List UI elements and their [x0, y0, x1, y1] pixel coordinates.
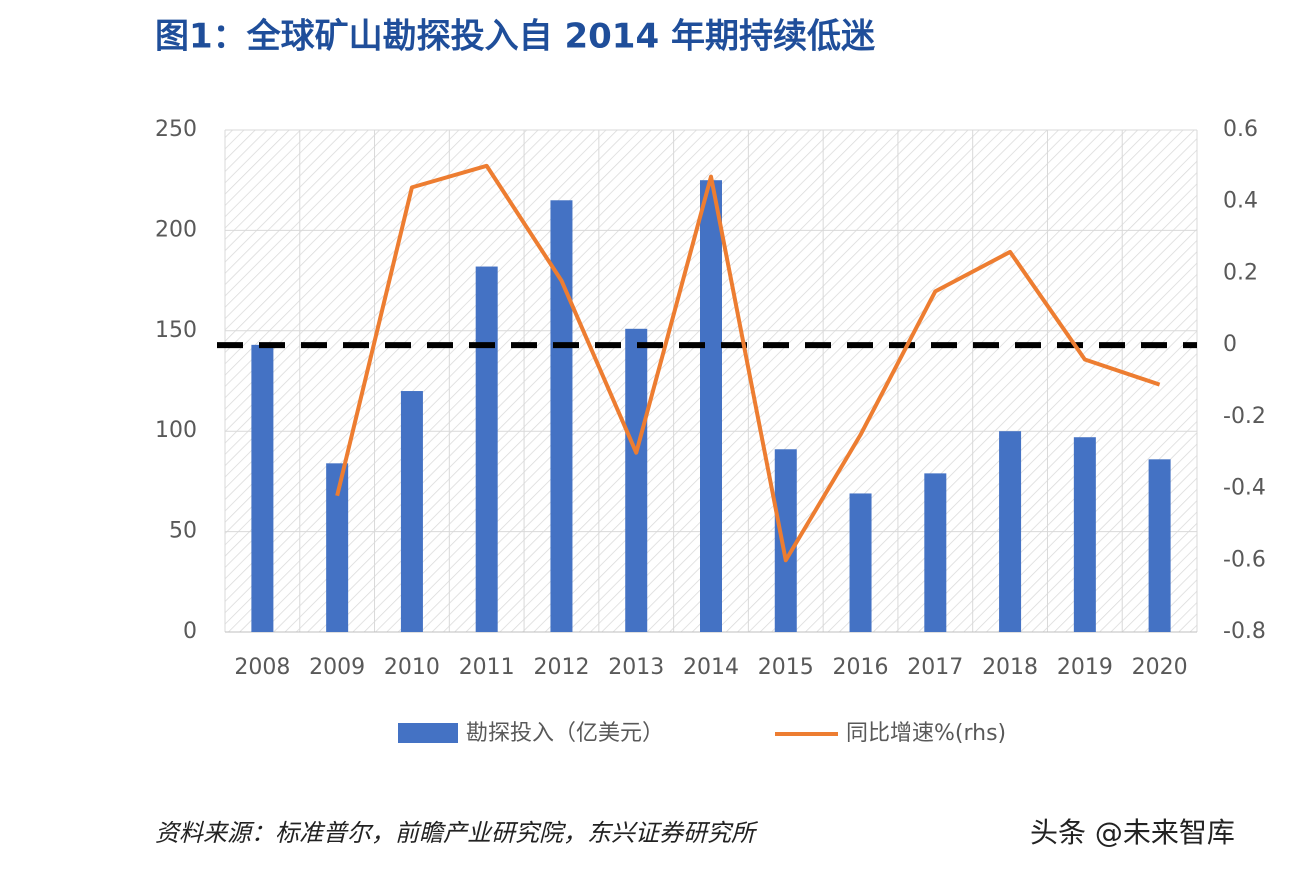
y-tick-label: 0: [183, 619, 197, 644]
x-tick-label: 2008: [234, 655, 290, 680]
y2-tick-label: -0.2: [1223, 404, 1266, 429]
bar: [1073, 437, 1096, 632]
bar: [1148, 459, 1171, 632]
y-tick-label: 200: [155, 217, 197, 242]
y2-tick-label: 0: [1223, 332, 1237, 357]
bar: [326, 463, 349, 632]
source-note: 资料来源：标准普尔，前瞻产业研究院，东兴证券研究所: [155, 819, 759, 847]
bar: [774, 449, 797, 632]
line-series: [335, 163, 1161, 563]
y2-tick-label: -0.8: [1223, 619, 1266, 644]
y2-tick-label: -0.4: [1223, 476, 1266, 501]
x-tick-label: 2013: [608, 655, 664, 680]
bar: [924, 473, 947, 632]
chart-title: 图1：全球矿山勘探投入自 2014 年期持续低迷: [155, 17, 876, 57]
x-tick-label: 2014: [683, 655, 739, 680]
x-tick-label: 2015: [758, 655, 814, 680]
y2-tick-label: 0.4: [1223, 189, 1258, 214]
y-tick-label: 100: [155, 418, 197, 443]
x-tick-label: 2010: [384, 655, 440, 680]
y-tick-label: 50: [169, 519, 197, 544]
x-tick-label: 2009: [309, 655, 365, 680]
x-tick-label: 2019: [1057, 655, 1113, 680]
x-tick-label: 2018: [982, 655, 1038, 680]
x-tick-label: 2011: [459, 655, 515, 680]
y2-tick-label: 0.6: [1223, 117, 1258, 142]
legend-swatch: [398, 723, 458, 743]
bar: [400, 391, 423, 632]
legend-label: 勘探投入（亿美元）: [466, 721, 664, 746]
bar: [849, 493, 872, 632]
x-tick-label: 2016: [833, 655, 889, 680]
y2-tick-label: 0.2: [1223, 260, 1258, 285]
bar: [999, 431, 1022, 632]
x-tick-label: 2012: [533, 655, 589, 680]
bar: [625, 328, 648, 632]
bar: [475, 266, 498, 632]
legend-label: 同比增速%(rhs): [846, 721, 1006, 746]
watermark: 头条 @未来智库: [1030, 816, 1235, 849]
x-tick-label: 2017: [907, 655, 963, 680]
y-tick-label: 150: [155, 318, 197, 343]
bar: [251, 344, 274, 632]
bar: [700, 180, 722, 632]
x-tick-label: 2020: [1132, 655, 1188, 680]
bar: [550, 200, 573, 632]
y-tick-label: 250: [155, 117, 197, 142]
y2-tick-label: -0.6: [1223, 547, 1266, 572]
